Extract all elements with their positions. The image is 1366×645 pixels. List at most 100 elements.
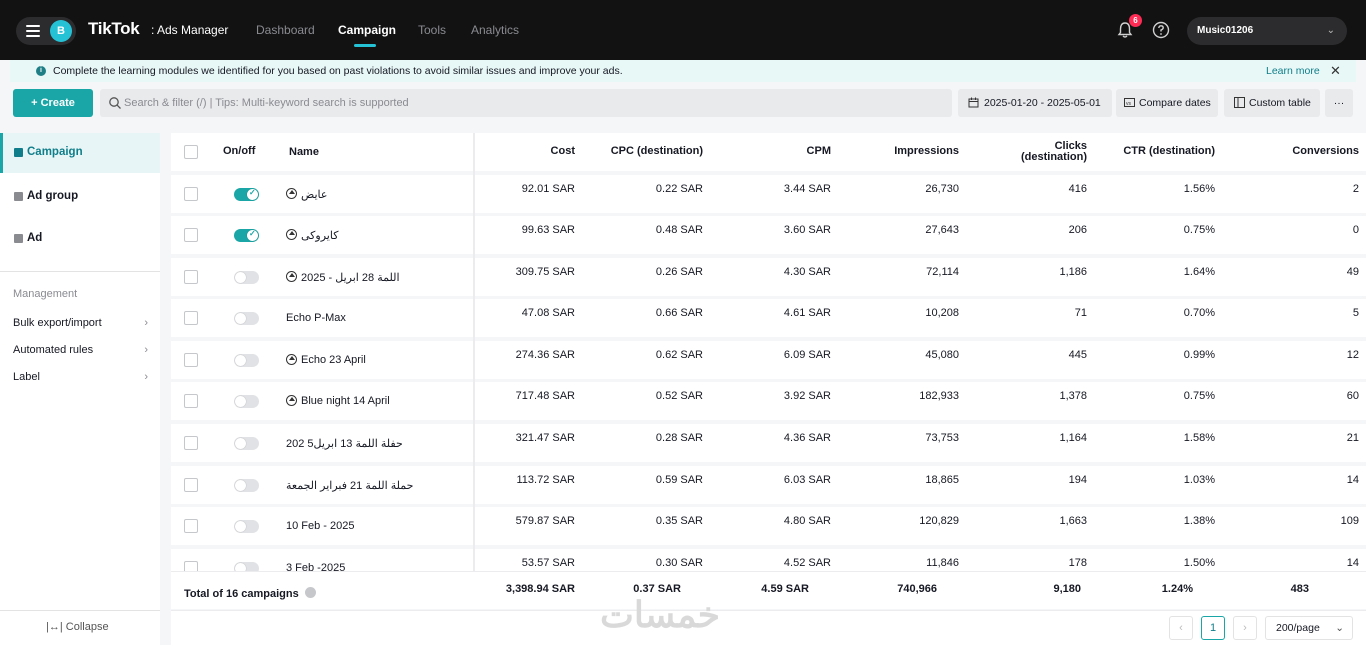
- cell-cpm: 4.80 SAR: [783, 515, 831, 527]
- row-checkbox[interactable]: [184, 311, 198, 325]
- collapse-button[interactable]: |↔| Collapse: [46, 621, 109, 633]
- campaign-name[interactable]: Blue night 14 April: [301, 395, 390, 407]
- row-checkbox[interactable]: [184, 353, 198, 367]
- column-clicks[interactable]: Clicks: [1054, 140, 1087, 152]
- link-label: Automated rules: [13, 344, 94, 356]
- table-row[interactable]: Echo P-Max 47.08 SAR 0.66 SAR 4.61 SAR 10,20…: [171, 299, 1366, 337]
- column-cost[interactable]: Cost: [550, 145, 575, 157]
- prev-page-button[interactable]: ‹: [1169, 616, 1193, 640]
- campaign-status-toggle[interactable]: [234, 271, 259, 284]
- cell-cost: 579.87 SAR: [515, 515, 575, 527]
- column-impressions[interactable]: Impressions: [894, 145, 959, 157]
- campaign-status-toggle[interactable]: [234, 354, 259, 367]
- create-button[interactable]: + Create: [13, 89, 93, 117]
- table-row[interactable]: عايض 92.01 SAR 0.22 SAR 3.44 SAR 26,730 416 1.…: [171, 175, 1366, 213]
- cell-cost: 47.08 SAR: [521, 307, 575, 319]
- campaign-name[interactable]: حفلة اللمة 13 ابريل5 202: [286, 438, 403, 450]
- column-conversions[interactable]: Conversions: [1292, 145, 1359, 157]
- page-number-current[interactable]: 1: [1201, 616, 1225, 640]
- row-checkbox[interactable]: [184, 228, 198, 242]
- nav-campaign[interactable]: Campaign: [338, 23, 397, 37]
- bell-icon[interactable]: [1116, 21, 1134, 39]
- total-impressions: 740,966: [897, 583, 937, 595]
- compare-dates-button[interactable]: vs Compare dates: [1116, 89, 1218, 117]
- campaign-name[interactable]: Echo P-Max: [286, 312, 346, 324]
- table-row[interactable]: اللمة 28 ابريل - 2025 309.75 SAR 0.26 SAR 4…: [171, 258, 1366, 296]
- sidebar-item-ad-group[interactable]: Ad group: [0, 177, 160, 217]
- campaign-name[interactable]: اللمة 28 ابريل - 2025: [301, 272, 400, 284]
- learn-more-link[interactable]: Learn more: [1266, 65, 1320, 77]
- column-cpc[interactable]: CPC (destination): [610, 145, 703, 157]
- campaign-name[interactable]: حملة اللمة 21 فبراير الجمعة: [286, 480, 414, 492]
- cell-clicks: 194: [1068, 474, 1087, 486]
- cell-cpc: 0.52 SAR: [655, 390, 703, 402]
- select-all-checkbox[interactable]: [184, 145, 198, 159]
- bulk-export-import-link[interactable]: Bulk export/import ›: [13, 317, 148, 329]
- campaign-status-toggle[interactable]: [234, 312, 259, 325]
- help-icon[interactable]: [1152, 21, 1170, 39]
- custom-table-button[interactable]: Custom table: [1224, 89, 1320, 117]
- next-page-button[interactable]: ›: [1233, 616, 1257, 640]
- row-checkbox[interactable]: [184, 436, 198, 450]
- table-row[interactable]: Blue night 14 April 717.48 SAR 0.52 SAR 3.9…: [171, 382, 1366, 420]
- folder-icon: [14, 148, 23, 157]
- table-row[interactable]: كايروكى 99.63 SAR 0.48 SAR 3.60 SAR 27,643 20…: [171, 216, 1366, 254]
- tiktok-logo[interactable]: TikTok: [88, 19, 140, 38]
- table-row[interactable]: حفلة اللمة 13 ابريل5 202 321.47 SAR 0.28 S…: [171, 424, 1366, 462]
- label-link[interactable]: Label ›: [13, 371, 148, 383]
- date-range-picker[interactable]: 2025-01-20 - 2025-05-01: [958, 89, 1112, 117]
- nav-dashboard[interactable]: Dashboard: [256, 23, 315, 37]
- row-checkbox[interactable]: [184, 394, 198, 408]
- notification-badge: 6: [1129, 14, 1142, 27]
- cell-ctr: 0.75%: [1183, 224, 1215, 236]
- campaign-status-toggle[interactable]: [234, 479, 259, 492]
- sidebar-item-ad[interactable]: Ad: [0, 219, 160, 259]
- row-checkbox[interactable]: [184, 478, 198, 492]
- campaign-status-toggle[interactable]: [234, 229, 259, 242]
- cell-cost: 53.57 SAR: [521, 557, 575, 569]
- table-row[interactable]: حملة اللمة 21 فبراير الجمعة 113.72 SAR 0.5…: [171, 466, 1366, 504]
- table-row[interactable]: Echo 23 April 274.36 SAR 0.62 SAR 6.09 SAR 4…: [171, 341, 1366, 379]
- nav-analytics[interactable]: Analytics: [471, 23, 520, 37]
- campaign-name[interactable]: Echo 23 April: [301, 354, 366, 366]
- info-icon[interactable]: [304, 587, 316, 598]
- total-cpm: 4.59 SAR: [761, 583, 809, 595]
- account-switcher[interactable]: Music01206 ⌄: [1187, 17, 1347, 45]
- cell-cpm: 4.30 SAR: [783, 266, 831, 278]
- cell-impressions: 182,933: [919, 390, 959, 402]
- search-icon: [109, 97, 121, 109]
- row-checkbox[interactable]: [184, 519, 198, 533]
- close-icon[interactable]: ✕: [1330, 63, 1341, 78]
- total-clicks: 9,180: [1053, 583, 1081, 595]
- sidebar-item-campaign[interactable]: Campaign: [0, 133, 160, 173]
- row-checkbox[interactable]: [184, 187, 198, 201]
- campaign-status-toggle[interactable]: [234, 395, 259, 408]
- nav-tools[interactable]: Tools: [418, 23, 447, 37]
- column-name[interactable]: Name: [289, 146, 319, 158]
- column-ctr[interactable]: CTR (destination): [1123, 145, 1215, 157]
- campaign-status-toggle[interactable]: [234, 520, 259, 533]
- page-size-select[interactable]: 200/page ⌄: [1265, 616, 1353, 640]
- automated-rules-link[interactable]: Automated rules ›: [13, 344, 148, 356]
- more-options-button[interactable]: ···: [1325, 89, 1353, 117]
- search-input[interactable]: [124, 89, 944, 117]
- cell-ctr: 1.58%: [1183, 432, 1215, 444]
- sidebar-item-label: Campaign: [27, 146, 83, 158]
- table-row[interactable]: 10 Feb - 2025 579.87 SAR 0.35 SAR 4.80 SAR 1…: [171, 507, 1366, 545]
- cell-conversions: 0: [1352, 224, 1359, 236]
- page-size-value: 200/page: [1276, 622, 1320, 634]
- menu-toggle-button[interactable]: B: [16, 17, 76, 45]
- campaign-status-toggle[interactable]: [234, 188, 259, 201]
- campaign-name[interactable]: كايروكى: [301, 230, 339, 242]
- row-checkbox[interactable]: [184, 270, 198, 284]
- cell-cpm: 3.92 SAR: [783, 390, 831, 402]
- cell-cpc: 0.48 SAR: [655, 224, 703, 236]
- campaign-name[interactable]: 10 Feb - 2025: [286, 520, 355, 532]
- cell-cost: 717.48 SAR: [515, 390, 575, 402]
- column-cpm[interactable]: CPM: [806, 145, 831, 157]
- column-onoff[interactable]: On/off: [223, 145, 256, 157]
- campaign-name[interactable]: عايض: [301, 189, 328, 201]
- campaign-status-toggle[interactable]: [234, 437, 259, 450]
- cell-clicks: 1,164: [1059, 432, 1087, 444]
- cell-cpm: 3.44 SAR: [783, 183, 831, 195]
